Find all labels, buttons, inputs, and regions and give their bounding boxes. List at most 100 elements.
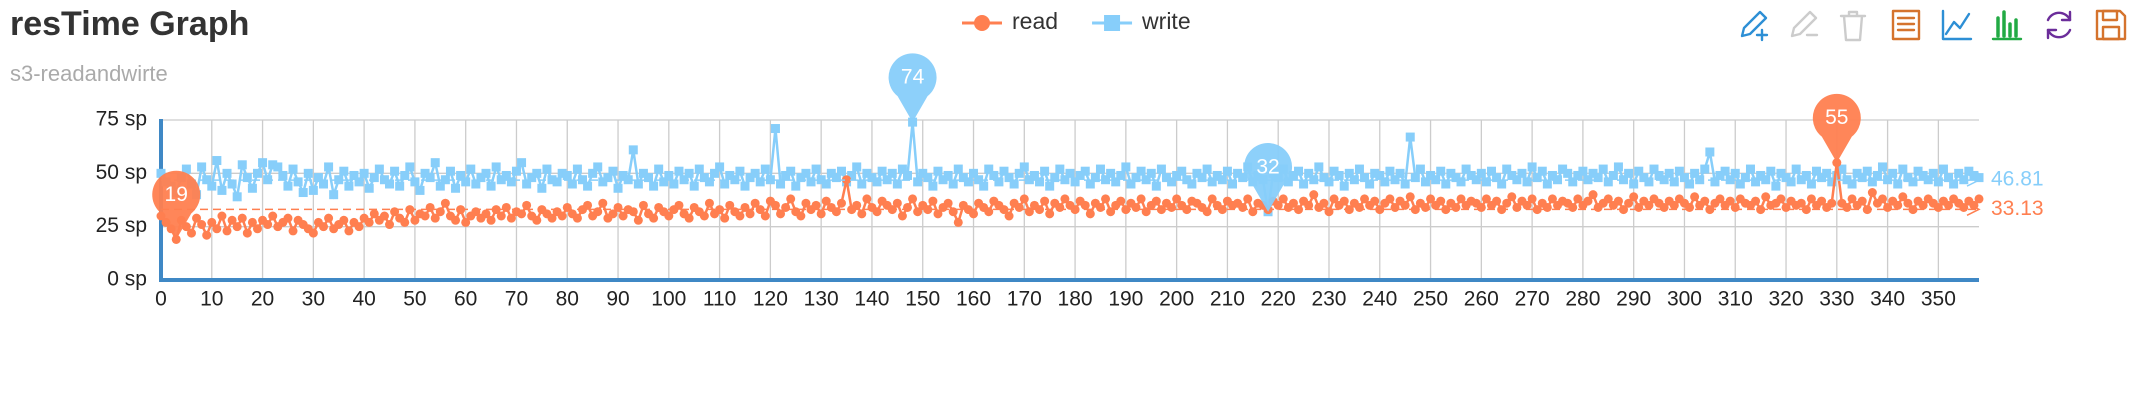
data-point <box>471 179 481 189</box>
data-point <box>1167 177 1177 187</box>
data-point <box>1156 164 1166 174</box>
data-point <box>1502 198 1512 208</box>
data-point <box>1481 194 1491 204</box>
data-point <box>974 175 984 185</box>
data-point <box>1436 196 1446 206</box>
data-point <box>704 177 714 187</box>
data-point <box>1451 202 1461 212</box>
data-point <box>227 215 237 225</box>
x-tick-label: 330 <box>1819 288 1854 311</box>
legend-label[interactable]: read <box>1012 8 1058 34</box>
data-point <box>334 175 344 185</box>
data-point <box>522 179 532 189</box>
data-point <box>1827 177 1837 187</box>
tool-mark-clear[interactable] <box>1839 10 1867 42</box>
data-point <box>862 194 872 204</box>
data-point <box>1669 177 1679 187</box>
data-point <box>1537 166 1547 176</box>
mark-point: 55 <box>1812 93 1861 163</box>
data-point <box>369 209 379 219</box>
x-tick-label: 30 <box>302 288 325 311</box>
data-point <box>1101 175 1111 185</box>
data-point <box>329 190 339 200</box>
data-point <box>593 162 603 172</box>
tool-data-view[interactable] <box>1891 9 1921 41</box>
data-point <box>1131 202 1141 212</box>
data-point <box>1075 170 1085 180</box>
legend-item[interactable]: read <box>962 8 1058 34</box>
legend-label[interactable]: write <box>1141 8 1191 34</box>
data-point <box>1629 192 1639 202</box>
data-point <box>1603 177 1613 187</box>
data-point <box>1888 168 1898 178</box>
data-point <box>197 220 207 230</box>
tool-mark[interactable] <box>1740 10 1769 42</box>
data-point <box>1090 173 1100 183</box>
x-tick-label: 140 <box>854 288 889 311</box>
data-point <box>156 168 166 178</box>
data-point <box>816 175 826 185</box>
data-point <box>984 164 994 174</box>
data-point <box>385 220 395 230</box>
data-point <box>1522 177 1532 187</box>
x-tick-label: 100 <box>651 288 686 311</box>
data-point <box>303 168 313 178</box>
data-point <box>1238 173 1248 183</box>
data-point <box>1898 164 1908 174</box>
data-point <box>1507 170 1517 180</box>
data-point <box>1872 170 1882 180</box>
data-point <box>796 173 806 183</box>
y-tick-label: 50 sp <box>96 161 147 184</box>
data-point <box>283 213 293 223</box>
data-point <box>999 205 1009 215</box>
data-point <box>1456 194 1466 204</box>
tool-line[interactable] <box>1941 9 1973 41</box>
data-point <box>1426 170 1436 180</box>
data-point <box>1629 179 1639 189</box>
data-point <box>1801 170 1811 180</box>
data-point <box>1273 200 1283 210</box>
data-point <box>1644 177 1654 187</box>
tool-bar[interactable] <box>1991 10 2023 41</box>
data-point <box>288 164 298 174</box>
data-point <box>583 200 593 210</box>
data-point <box>1588 168 1598 178</box>
data-point <box>897 211 907 221</box>
data-point <box>765 175 775 185</box>
data-point <box>537 183 547 193</box>
data-point <box>252 224 262 234</box>
data-point <box>750 198 760 208</box>
data-point <box>1288 170 1298 180</box>
data-point <box>608 209 618 219</box>
data-point <box>608 166 618 176</box>
data-point <box>339 166 349 176</box>
data-point <box>1547 170 1557 180</box>
data-point <box>1004 173 1014 183</box>
data-point <box>1420 202 1430 212</box>
data-point <box>852 162 862 172</box>
data-point <box>1217 205 1227 215</box>
data-point <box>842 175 852 185</box>
data-point <box>1700 196 1710 206</box>
data-point <box>1588 190 1598 200</box>
data-point <box>720 179 730 189</box>
data-point <box>704 198 714 208</box>
data-point <box>1669 200 1679 210</box>
legend-item[interactable]: write <box>1092 8 1191 34</box>
data-point <box>344 226 354 236</box>
data-point <box>456 170 466 180</box>
data-point <box>821 179 831 189</box>
data-point <box>796 211 806 221</box>
tool-mark-undo[interactable] <box>1790 10 1819 38</box>
tool-restore[interactable] <box>2046 10 2072 40</box>
data-point <box>801 168 811 178</box>
data-point <box>1182 175 1192 185</box>
data-point <box>1451 173 1461 183</box>
tool-save[interactable] <box>2095 9 2127 41</box>
data-point <box>476 173 486 183</box>
data-point <box>882 175 892 185</box>
data-point <box>354 222 364 232</box>
data-point <box>207 217 217 227</box>
data-point <box>242 173 252 183</box>
data-point <box>1563 168 1573 178</box>
